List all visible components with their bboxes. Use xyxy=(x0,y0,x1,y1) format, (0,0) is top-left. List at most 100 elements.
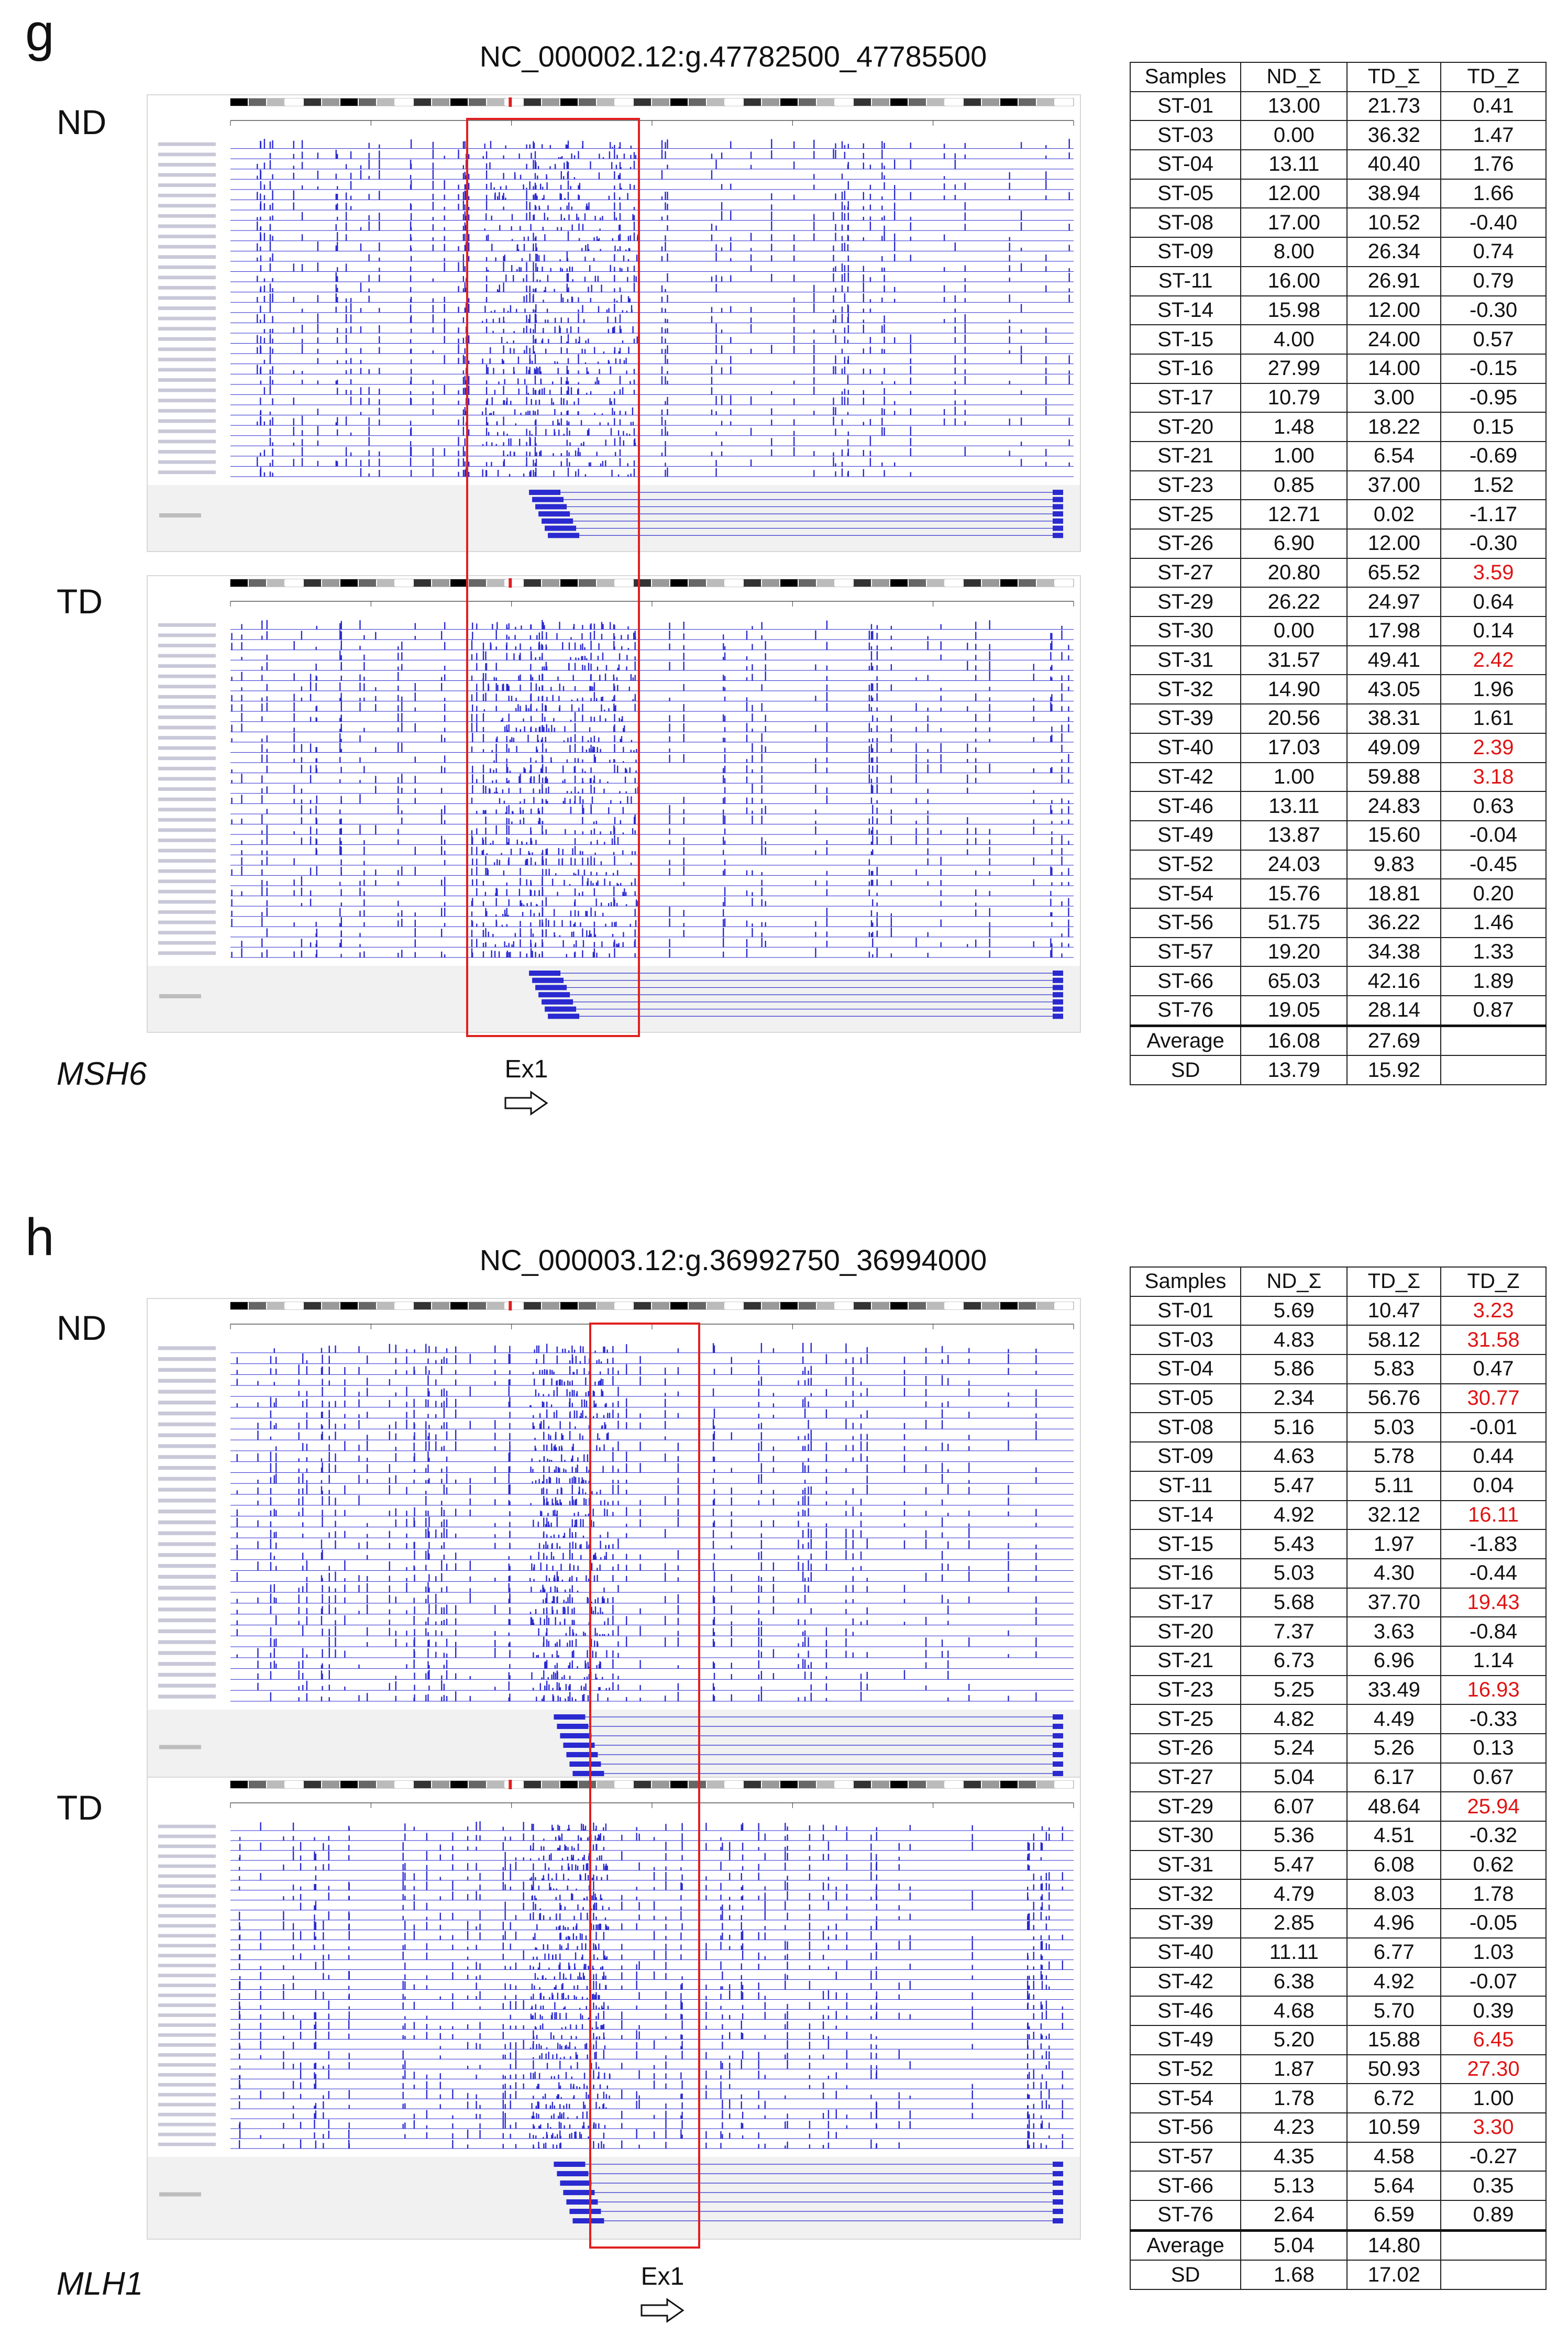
table-cell: 19.05 xyxy=(1240,995,1348,1027)
genome-browser-td-g xyxy=(147,575,1081,1033)
table-cell: ST-66 xyxy=(1129,966,1242,996)
table-cell: 12.00 xyxy=(1240,178,1348,209)
z-score-cell: 0.67 xyxy=(1440,1762,1547,1793)
table-row: ST-09 8.00 26.34 0.74 xyxy=(1129,237,1547,267)
table-cell: ST-32 xyxy=(1129,674,1242,705)
table-cell: 6.72 xyxy=(1346,2083,1442,2113)
table-cell: 36.22 xyxy=(1346,907,1442,938)
table-cell: 4.63 xyxy=(1240,1441,1348,1472)
table-cell: ST-01 xyxy=(1129,91,1242,122)
z-score-cell: -0.84 xyxy=(1440,1616,1547,1647)
table-cell: ST-15 xyxy=(1129,1529,1242,1559)
table-cell: 7.37 xyxy=(1240,1616,1348,1647)
table-cell: 59.88 xyxy=(1346,762,1442,792)
table-row: ST-05 12.00 38.94 1.66 xyxy=(1129,178,1547,209)
table-cell: 13.11 xyxy=(1240,149,1348,180)
z-score-cell: 0.62 xyxy=(1440,1849,1547,1880)
table-cell: 17.00 xyxy=(1240,207,1348,238)
table-cell: 5.03 xyxy=(1240,1558,1348,1589)
table-row: ST-49 5.20 15.88 6.45 xyxy=(1129,2024,1547,2055)
right-arrow-icon xyxy=(641,2298,684,2323)
table-cell: 56.76 xyxy=(1346,1383,1442,1414)
table-cell: 36.32 xyxy=(1346,120,1442,151)
summary-cell: Average xyxy=(1129,2229,1242,2261)
table-row: ST-14 15.98 12.00 -0.30 xyxy=(1129,295,1547,326)
column-header: TD_Σ xyxy=(1346,1266,1442,1297)
table-row: ST-21 6.73 6.96 1.14 xyxy=(1129,1645,1547,1676)
table-row: ST-57 19.20 34.38 1.33 xyxy=(1129,937,1547,967)
z-score-cell: 1.03 xyxy=(1440,1937,1547,1968)
table-cell: 5.26 xyxy=(1346,1733,1442,1764)
table-cell: 4.92 xyxy=(1346,1966,1442,1997)
table-cell: ST-01 xyxy=(1129,1295,1242,1326)
summary-row: SD 1.68 17.02 xyxy=(1129,2260,1547,2290)
column-header: Samples xyxy=(1129,62,1242,92)
table-cell: ST-29 xyxy=(1129,1791,1242,1822)
table-cell: ST-42 xyxy=(1129,1966,1242,1997)
table-cell: 24.97 xyxy=(1346,587,1442,618)
summary-cell: 27.69 xyxy=(1346,1024,1442,1056)
table-cell: 4.79 xyxy=(1240,1879,1348,1910)
table-cell: 12.00 xyxy=(1346,528,1442,559)
table-cell: ST-25 xyxy=(1129,1704,1242,1734)
z-score-cell: 1.78 xyxy=(1440,1879,1547,1910)
table-row: ST-46 4.68 5.70 0.39 xyxy=(1129,1996,1547,2026)
table-row: ST-40 11.11 6.77 1.03 xyxy=(1129,1937,1547,1968)
summary-cell xyxy=(1440,2229,1547,2261)
z-score-cell: 16.93 xyxy=(1440,1675,1547,1705)
table-cell: ST-40 xyxy=(1129,1937,1242,1968)
table-cell: 5.78 xyxy=(1346,1441,1442,1472)
table-header-row: Samples ND_Σ TD_Σ TD_Z xyxy=(1129,1266,1547,1297)
table-cell: 1.97 xyxy=(1346,1529,1442,1559)
table-cell: 5.20 xyxy=(1240,2024,1348,2055)
table-cell: 4.82 xyxy=(1240,1704,1348,1734)
table-cell: ST-27 xyxy=(1129,557,1242,588)
z-score-cell: 3.18 xyxy=(1440,762,1547,792)
table-row: ST-52 1.87 50.93 27.30 xyxy=(1129,2054,1547,2085)
z-score-cell: -0.44 xyxy=(1440,1558,1547,1589)
summary-cell: Average xyxy=(1129,1024,1242,1056)
table-cell: ST-20 xyxy=(1129,412,1242,442)
table-row: ST-15 5.43 1.97 -1.83 xyxy=(1129,1529,1547,1559)
locus-title-g: NC_000002.12:g.47782500_47785500 xyxy=(479,40,987,73)
table-cell: 14.00 xyxy=(1346,353,1442,384)
table-row: ST-16 5.03 4.30 -0.44 xyxy=(1129,1558,1547,1589)
table-cell: ST-42 xyxy=(1129,762,1242,792)
table-cell: 65.52 xyxy=(1346,557,1442,588)
table-cell: ST-11 xyxy=(1129,266,1242,296)
table-row: ST-66 5.13 5.64 0.35 xyxy=(1129,2171,1547,2201)
z-score-cell: -0.27 xyxy=(1440,2141,1547,2172)
table-cell: 50.93 xyxy=(1346,2054,1442,2085)
table-cell: 6.73 xyxy=(1240,1645,1348,1676)
column-header: ND_Σ xyxy=(1240,1266,1348,1297)
gene-name-g: MSH6 xyxy=(57,1056,147,1092)
track-label-td-g: TD xyxy=(57,582,103,621)
table-cell: 2.85 xyxy=(1240,1908,1348,1939)
table-cell: ST-26 xyxy=(1129,528,1242,559)
table-row: ST-04 13.11 40.40 1.76 xyxy=(1129,149,1547,180)
z-score-cell: 1.14 xyxy=(1440,1645,1547,1676)
z-score-cell: -0.05 xyxy=(1440,1908,1547,1939)
table-cell: 17.03 xyxy=(1240,732,1348,763)
z-score-cell: 3.23 xyxy=(1440,1295,1547,1326)
table-row: ST-76 2.64 6.59 0.89 xyxy=(1129,2199,1547,2231)
table-cell: ST-25 xyxy=(1129,499,1242,530)
table-row: ST-39 20.56 38.31 1.61 xyxy=(1129,703,1547,734)
table-cell: 11.11 xyxy=(1240,1937,1348,1968)
table-row: ST-29 26.22 24.97 0.64 xyxy=(1129,587,1547,618)
z-score-cell: 1.76 xyxy=(1440,149,1547,180)
table-cell: 15.76 xyxy=(1240,878,1348,909)
table-cell: ST-23 xyxy=(1129,470,1242,501)
table-cell: ST-15 xyxy=(1129,324,1242,355)
table-cell: 20.80 xyxy=(1240,557,1348,588)
table-cell: ST-31 xyxy=(1129,1849,1242,1880)
table-row: ST-54 1.78 6.72 1.00 xyxy=(1129,2083,1547,2113)
table-cell: ST-56 xyxy=(1129,2112,1242,2143)
table-cell: ST-57 xyxy=(1129,937,1242,967)
table-cell: 5.70 xyxy=(1346,1996,1442,2026)
z-score-cell: -0.45 xyxy=(1440,849,1547,880)
table-cell: 0.85 xyxy=(1240,470,1348,501)
table-row: ST-31 31.57 49.41 2.42 xyxy=(1129,645,1547,676)
summary-cell: 16.08 xyxy=(1240,1024,1348,1056)
z-score-cell: 0.79 xyxy=(1440,266,1547,296)
